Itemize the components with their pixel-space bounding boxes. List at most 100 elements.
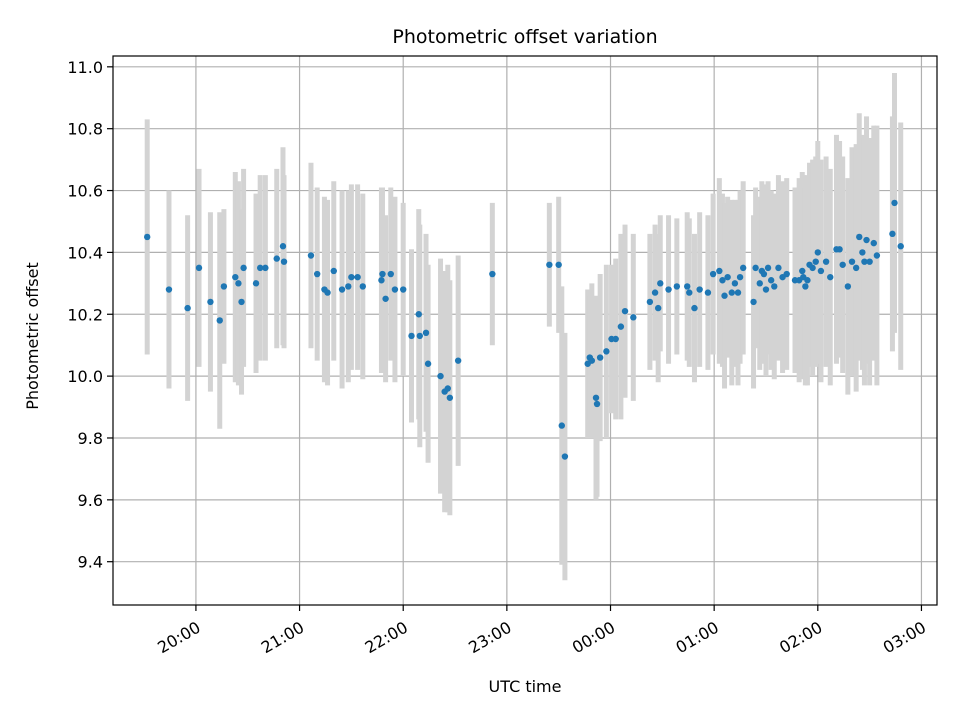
- data-point: [839, 261, 846, 268]
- y-axis: 9.4 9.6 9.8 10.0 10.2 10.4 10.6 10.8 11.0: [67, 58, 113, 572]
- data-point: [354, 273, 361, 281]
- data-point: [555, 261, 562, 268]
- data-point: [279, 243, 287, 250]
- data-points: [144, 199, 904, 460]
- data-point: [165, 286, 173, 293]
- data-point: [561, 453, 569, 460]
- data-point: [814, 249, 822, 256]
- data-point: [238, 298, 245, 306]
- data-point: [324, 289, 331, 296]
- y-tick-label: 10.8: [67, 120, 103, 139]
- data-point: [313, 270, 321, 278]
- y-tick-label: 11.0: [67, 58, 103, 77]
- data-point: [216, 317, 223, 324]
- data-point: [760, 270, 768, 278]
- data-point: [863, 236, 870, 244]
- data-point: [812, 258, 819, 265]
- data-point: [252, 280, 260, 287]
- data-point: [764, 264, 772, 272]
- data-point: [809, 264, 816, 272]
- data-point: [771, 283, 778, 290]
- data-point: [866, 258, 873, 265]
- y-tick-label: 10.4: [67, 243, 103, 262]
- data-point: [596, 354, 604, 361]
- data-point: [728, 289, 735, 296]
- data-point: [783, 270, 790, 278]
- data-point: [775, 264, 782, 272]
- data-point: [184, 304, 191, 312]
- data-point: [408, 332, 415, 340]
- data-point: [382, 295, 389, 302]
- data-point: [391, 286, 399, 293]
- data-point: [621, 307, 629, 315]
- data-point: [756, 280, 763, 287]
- data-point: [262, 264, 269, 272]
- data-point: [195, 264, 203, 272]
- data-point: [207, 298, 214, 306]
- y-tick-label: 9.8: [78, 429, 103, 448]
- data-point: [400, 286, 407, 293]
- data-point: [897, 243, 904, 250]
- data-point: [646, 298, 654, 306]
- data-point: [387, 270, 394, 278]
- data-point: [588, 357, 596, 364]
- data-point: [558, 422, 565, 429]
- data-point: [750, 298, 757, 306]
- x-axis-title: UTC time: [489, 677, 562, 696]
- data-point: [861, 258, 868, 265]
- data-point: [704, 289, 712, 296]
- data-point: [422, 329, 430, 337]
- y-tick-label: 9.6: [78, 491, 103, 510]
- data-point: [686, 289, 693, 296]
- data-point: [844, 283, 852, 290]
- data-point: [673, 283, 681, 290]
- data-point: [762, 286, 770, 293]
- data-point: [424, 360, 432, 367]
- data-point: [437, 372, 444, 380]
- data-point: [817, 267, 825, 275]
- data-point: [617, 323, 625, 330]
- y-tick-label: 10.6: [67, 182, 103, 201]
- data-point: [665, 286, 672, 293]
- data-point: [709, 270, 717, 278]
- data-point: [416, 332, 423, 340]
- data-point: [144, 233, 151, 241]
- y-axis-title: Photometric offset: [23, 262, 42, 410]
- data-point: [827, 273, 834, 281]
- plot-frame: [112, 55, 938, 606]
- data-point: [592, 394, 600, 401]
- data-point: [716, 267, 723, 275]
- data-point: [734, 289, 742, 296]
- data-point: [379, 270, 386, 278]
- data-point: [378, 277, 385, 284]
- data-point: [719, 277, 726, 284]
- data-point: [691, 304, 698, 312]
- y-tick-label: 9.4: [78, 553, 103, 572]
- data-point: [731, 280, 739, 287]
- chart-title: Photometric offset variation: [392, 26, 657, 48]
- data-point: [654, 304, 662, 312]
- data-point: [240, 264, 247, 272]
- data-point: [489, 270, 496, 278]
- data-point: [444, 385, 451, 392]
- data-point: [752, 264, 759, 272]
- data-point: [454, 357, 462, 364]
- data-point: [736, 273, 744, 281]
- data-point: [630, 314, 637, 321]
- data-point: [696, 286, 703, 293]
- data-point: [338, 286, 346, 293]
- data-point: [307, 252, 315, 259]
- data-point: [603, 348, 610, 355]
- data-point: [721, 292, 728, 299]
- data-point: [724, 273, 731, 281]
- data-point: [856, 233, 863, 241]
- data-point: [822, 258, 830, 265]
- data-point: [802, 283, 809, 290]
- data-point: [330, 267, 337, 275]
- data-point: [546, 261, 553, 268]
- data-point: [593, 400, 601, 408]
- data-point: [348, 273, 355, 281]
- data-point: [415, 311, 422, 318]
- y-tick-label: 10.0: [67, 367, 103, 386]
